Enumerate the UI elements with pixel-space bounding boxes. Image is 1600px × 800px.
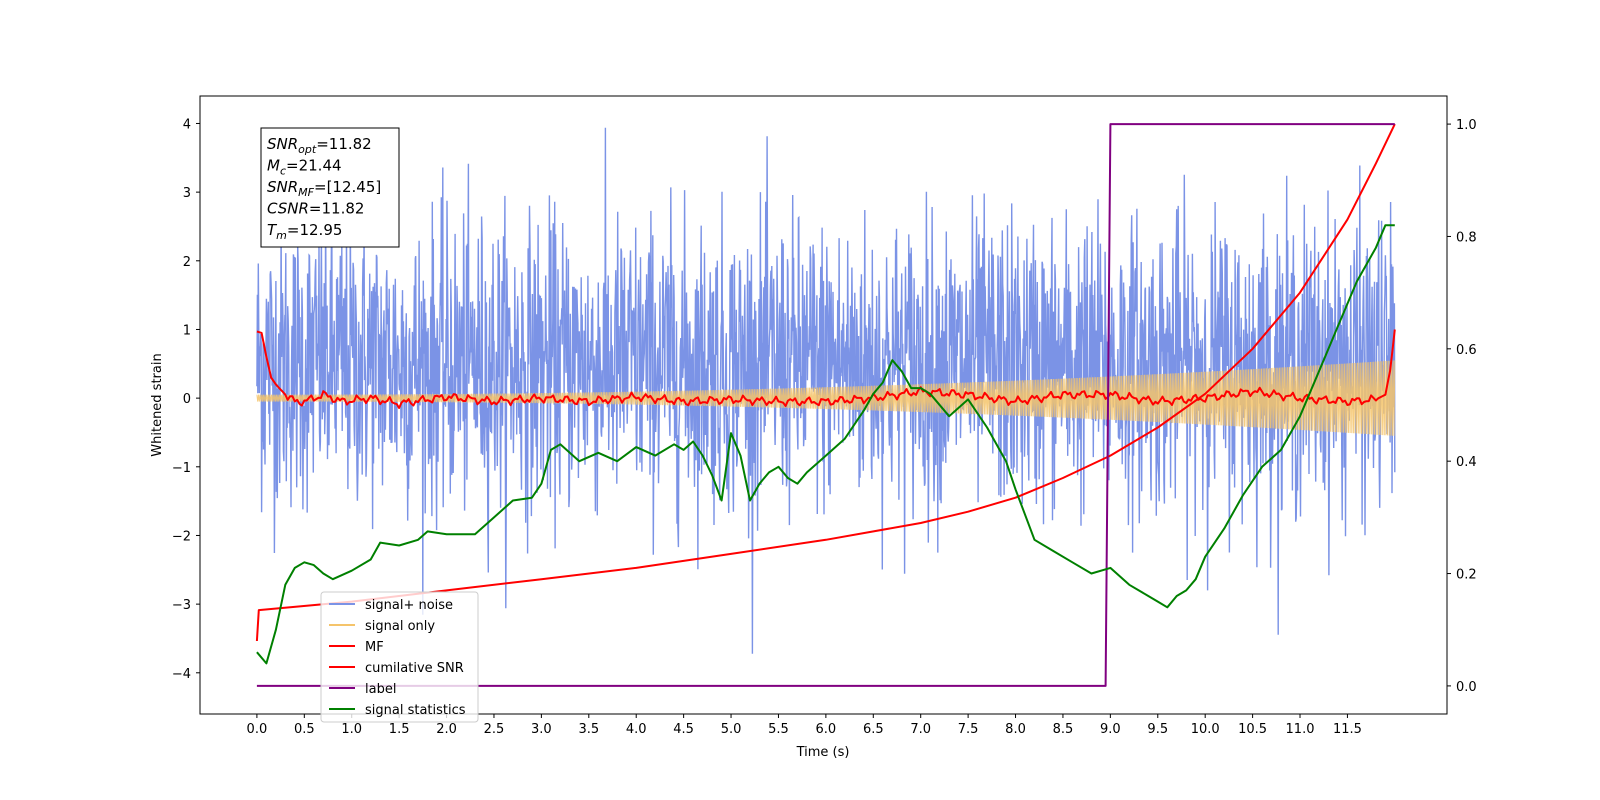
y-tick-label: −4 (172, 667, 191, 682)
x-tick-label: 0.5 (294, 722, 315, 737)
series-layer (255, 123, 1396, 687)
annotation-line: SNRMF=[12.45] (267, 178, 381, 199)
stats-annotation-box: SNRopt=11.82Mc=21.44SNRMF=[12.45]CSNR=11… (260, 127, 400, 248)
x-tick-label: 7.0 (910, 722, 931, 737)
y-axis-label: Whitened strain (150, 353, 165, 456)
x-tick-label: 6.5 (863, 722, 884, 737)
series-label (256, 123, 1395, 687)
series-cumilative-snr (255, 123, 1396, 642)
x-tick-label: 3.5 (578, 722, 599, 737)
legend: signal+ noise signal only MF cumilative SNR… (320, 591, 479, 723)
annotation-line: Tm=12.95 (267, 221, 342, 242)
y-tick-label: −3 (172, 598, 191, 613)
y-tick-label: 2 (183, 255, 191, 270)
annotation-symbol: M (267, 157, 280, 175)
annotation-value: =11.82 (309, 200, 365, 218)
y-tick-label: 0 (183, 392, 191, 407)
y2-tick-label: 0.4 (1456, 455, 1477, 470)
plot-frame (199, 95, 1448, 715)
series-signal-noise (256, 127, 1396, 654)
y2-tick-label: 0.2 (1456, 568, 1477, 583)
legend-label-label: label (365, 682, 396, 697)
x-tick-label: 5.0 (721, 722, 742, 737)
x-tick-label: 6.0 (816, 722, 837, 737)
y-tick-label: 1 (183, 323, 191, 338)
series-signal-statistics (256, 224, 1395, 665)
y2-tick-label: 1.0 (1456, 118, 1477, 133)
axes-layer: 0.0 0.5 1.0 1.5 2.0 2.5 3.0 3.5 4.0 4.5 5.0 5.5 6.0 6… (172, 117, 1477, 737)
y2-tick-label: 0.6 (1456, 343, 1477, 358)
x-tick-label: 9.5 (1147, 722, 1168, 737)
legend-frame (320, 591, 479, 723)
annotation-value: =21.44 (286, 157, 342, 175)
annotation-subscript: c (280, 165, 286, 178)
y-tick-label: −1 (172, 461, 191, 476)
annotation-subscript: MF (298, 186, 314, 199)
annotation-symbol: T (267, 221, 278, 239)
x-tick-label: 0.0 (247, 722, 268, 737)
x-tick-label: 11.5 (1333, 722, 1362, 737)
legend-label-mf: MF (365, 640, 384, 655)
x-tick-label: 8.5 (1053, 722, 1074, 737)
x-tick-label: 2.0 (436, 722, 457, 737)
annotation-symbol: SNR (267, 178, 298, 196)
x-tick-label: 10.5 (1238, 722, 1267, 737)
legend-label-signal-noise: signal+ noise (365, 598, 453, 613)
annotation-value: =11.82 (316, 135, 372, 153)
x-tick-label: 9.0 (1100, 722, 1121, 737)
annotation-line: CSNR=11.82 (267, 200, 364, 218)
annotation-line: Mc=21.44 (267, 157, 342, 178)
annotation-subscript: opt (298, 143, 317, 156)
annotation-subscript: m (276, 229, 287, 242)
legend-label-signal-only: signal only (365, 619, 435, 634)
x-tick-label: 4.5 (673, 722, 694, 737)
x-tick-label: 8.0 (1005, 722, 1026, 737)
x-tick-label: 4.0 (626, 722, 647, 737)
annotation-symbol: SNR (267, 135, 298, 153)
x-tick-label: 5.5 (768, 722, 789, 737)
legend-label-signal-statistics: signal statistics (365, 703, 466, 718)
x-tick-label: 10.0 (1191, 722, 1220, 737)
x-tick-label: 11.0 (1286, 722, 1315, 737)
annotation-symbol: CSNR (267, 200, 309, 218)
annotation-frame (260, 127, 400, 248)
x-axis-label: Time (s) (796, 745, 850, 760)
y-tick-label: 3 (183, 186, 191, 201)
series-mf (256, 329, 1396, 409)
annotation-value: =12.95 (287, 221, 343, 239)
x-tick-label: 7.5 (958, 722, 979, 737)
legend-label-cumilative-snr: cumilative SNR (365, 661, 464, 676)
x-tick-label: 3.0 (531, 722, 552, 737)
annotation-value: =[12.45] (314, 178, 381, 196)
annotation-line: SNRopt=11.82 (267, 135, 372, 156)
y-tick-label: −2 (172, 529, 191, 544)
x-tick-label: 1.5 (389, 722, 410, 737)
x-tick-label: 1.0 (341, 722, 362, 737)
x-tick-label: 2.5 (484, 722, 505, 737)
y2-tick-label: 0.0 (1456, 680, 1477, 695)
y2-tick-label: 0.8 (1456, 230, 1477, 245)
y-tick-label: 4 (183, 117, 191, 132)
